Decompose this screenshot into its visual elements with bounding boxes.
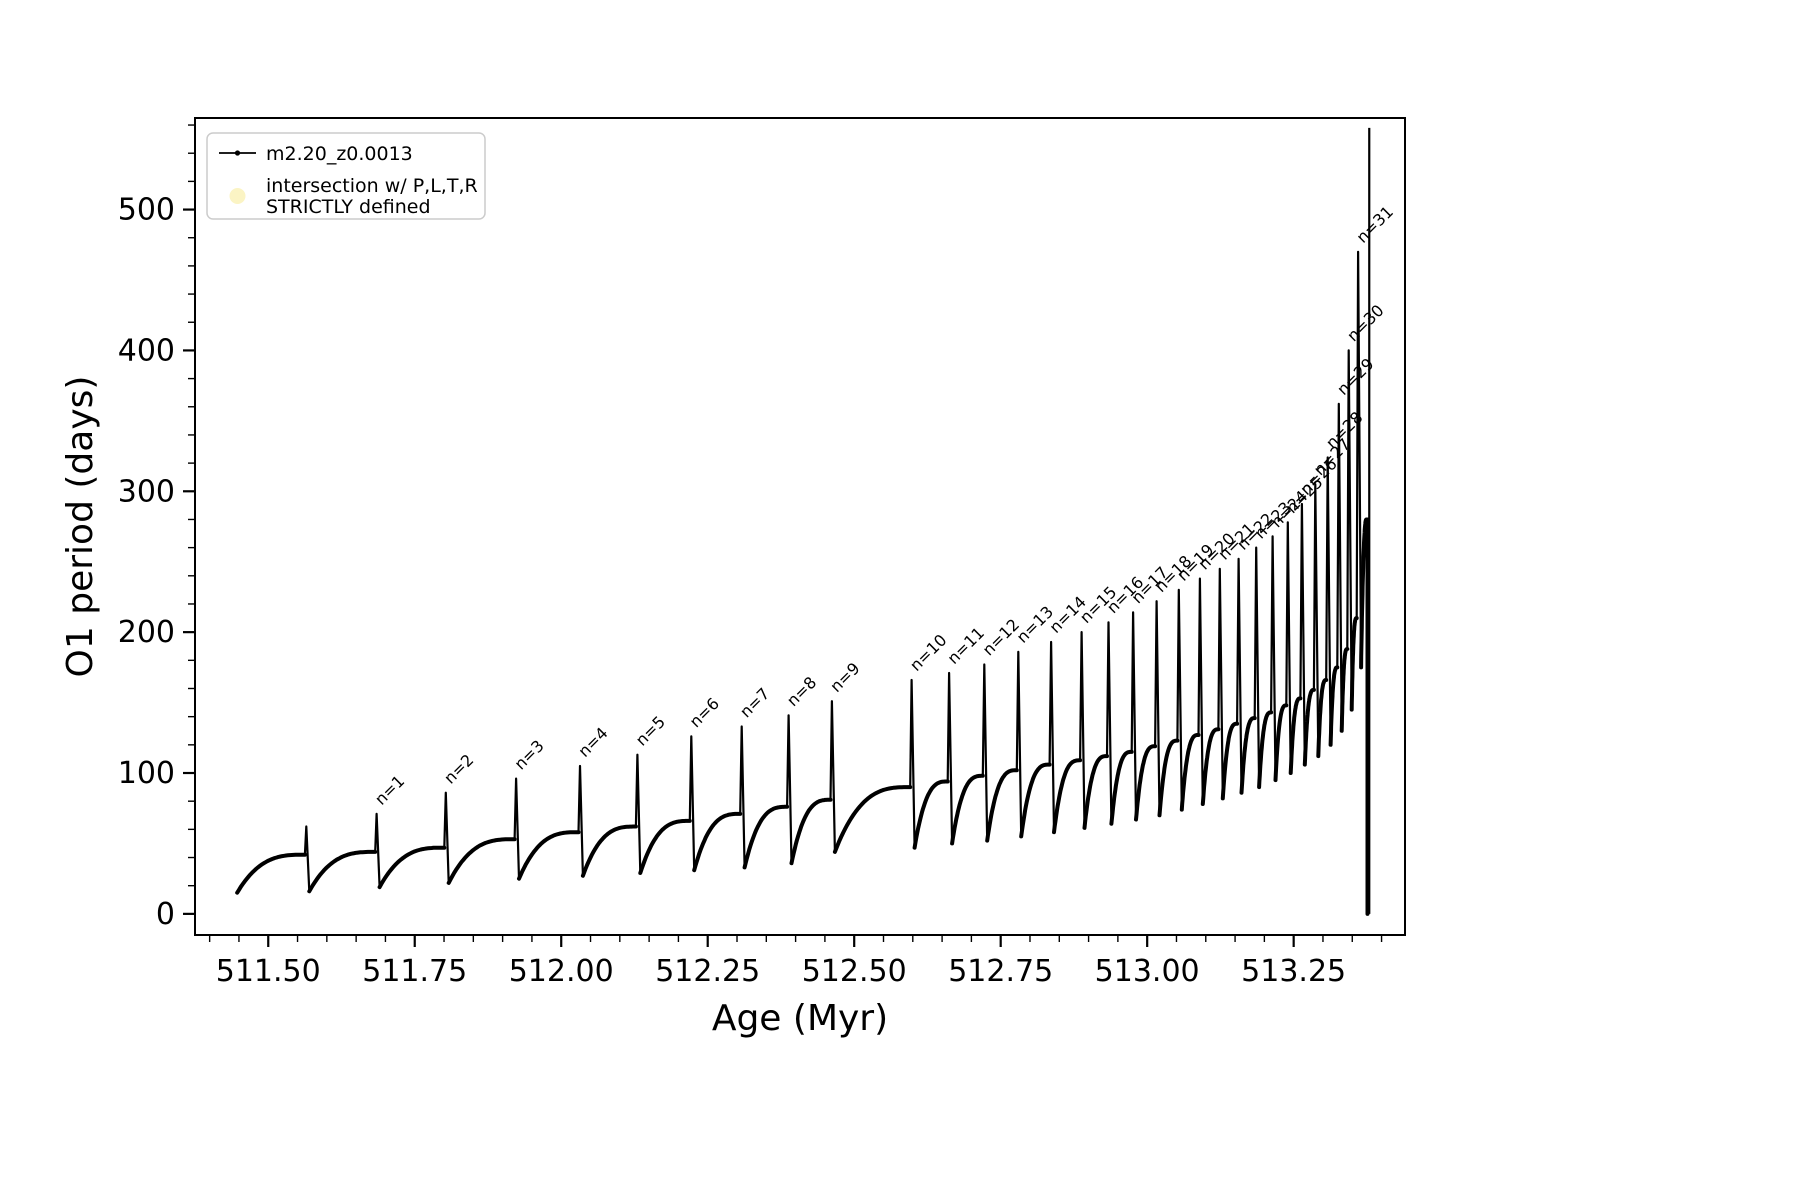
series-baseline <box>235 517 1370 916</box>
x-tick-label: 511.50 <box>216 954 321 989</box>
y-tick-label: 100 <box>118 756 175 791</box>
axis-ticks: 511.50 511.75 512.00 512.25 512.50 512.75 513.… <box>118 124 1383 989</box>
series-spikes <box>303 250 1363 892</box>
x-tick-label: 513.00 <box>1095 954 1200 989</box>
x-tick-label: 512.25 <box>655 954 760 989</box>
y-axis-label: O1 period (days) <box>60 376 101 678</box>
legend-entry-line: m2.20_z0.0013 <box>219 143 413 165</box>
legend-label-line1: intersection w/ P,L,T,R <box>266 175 478 197</box>
y-tick-label: 300 <box>118 474 175 509</box>
legend-dot-marker <box>234 150 241 156</box>
legend-label: m2.20_z0.0013 <box>266 143 413 165</box>
y-tick-label: 400 <box>118 333 175 368</box>
plot-frame <box>194 117 1406 936</box>
x-tick-label: 512.00 <box>509 954 614 989</box>
x-tick-label: 512.50 <box>802 954 907 989</box>
series-m2.20_z0.0013 <box>235 127 1371 916</box>
x-tick-label: 513.25 <box>1241 954 1346 989</box>
x-tick-label: 511.75 <box>362 954 467 989</box>
y-tick-label: 500 <box>118 193 175 228</box>
legend-intersection-marker <box>229 188 246 204</box>
y-tick-label: 0 <box>156 897 175 932</box>
x-tick-label: 512.75 <box>948 954 1053 989</box>
legend-label-line2: STRICTLY defined <box>266 196 431 218</box>
legend-box <box>206 132 486 220</box>
x-axis-label: Age (Myr) <box>712 998 888 1039</box>
legend: m2.20_z0.0013 intersection w/ P,L,T,RSTRI… <box>206 132 486 220</box>
y-tick-label: 200 <box>118 615 175 650</box>
